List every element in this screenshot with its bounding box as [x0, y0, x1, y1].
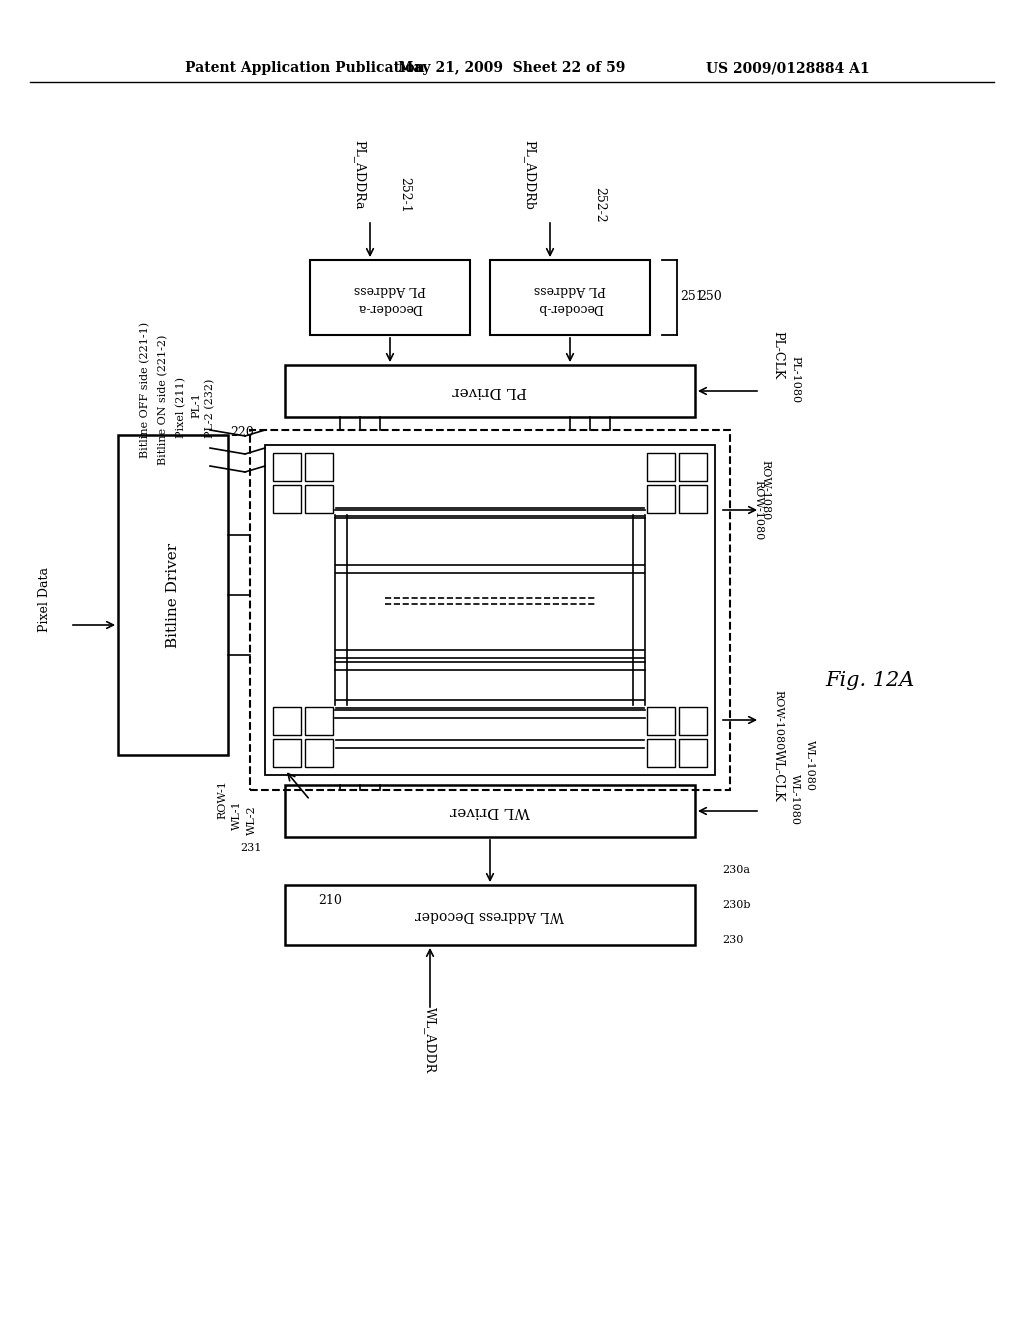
Text: Pixel Data: Pixel Data: [39, 568, 51, 632]
Bar: [305, 739, 333, 767]
Text: WL-1: WL-1: [232, 800, 242, 830]
Bar: [285, 884, 695, 945]
Bar: [250, 430, 730, 789]
Text: PL-1080: PL-1080: [790, 356, 800, 404]
Text: WL Driver: WL Driver: [450, 804, 530, 818]
Bar: [679, 708, 707, 735]
Bar: [647, 453, 675, 480]
Bar: [285, 785, 695, 837]
Bar: [285, 366, 695, 417]
Text: ROW-1080: ROW-1080: [753, 480, 763, 540]
Text: PL_ADDRb: PL_ADDRb: [523, 140, 537, 210]
Text: 230: 230: [722, 935, 743, 945]
Bar: [273, 484, 301, 513]
Text: 220: 220: [230, 425, 254, 438]
Text: Pixel (211): Pixel (211): [176, 378, 186, 438]
Bar: [490, 260, 650, 335]
Bar: [118, 436, 228, 755]
Bar: [679, 739, 707, 767]
Text: PL Address: PL Address: [534, 282, 606, 296]
Bar: [679, 484, 707, 513]
Bar: [679, 453, 707, 480]
Bar: [305, 484, 333, 513]
Text: Bitline OFF side (221-1): Bitline OFF side (221-1): [140, 322, 151, 458]
Text: PL_ADDRa: PL_ADDRa: [353, 140, 367, 210]
Text: Decoder-b: Decoder-b: [538, 301, 603, 314]
Text: ROW-1080: ROW-1080: [760, 459, 770, 520]
Bar: [273, 739, 301, 767]
Text: Bitline Driver: Bitline Driver: [166, 543, 180, 648]
Text: ROW-1080: ROW-1080: [773, 690, 783, 750]
Text: 210: 210: [318, 894, 342, 907]
Text: PL Address: PL Address: [354, 282, 426, 296]
Text: Fig. 12A: Fig. 12A: [825, 671, 914, 689]
Bar: [310, 260, 470, 335]
Text: 252-1: 252-1: [398, 177, 412, 213]
Bar: [647, 739, 675, 767]
Text: WL-1080: WL-1080: [790, 775, 800, 825]
Bar: [647, 484, 675, 513]
Text: WL-CLK: WL-CLK: [771, 748, 784, 801]
Text: Bitline ON side (221-2): Bitline ON side (221-2): [158, 335, 168, 465]
Bar: [273, 453, 301, 480]
Text: PL Driver: PL Driver: [453, 384, 527, 399]
Text: 252-2: 252-2: [594, 187, 606, 223]
Bar: [305, 453, 333, 480]
Bar: [273, 708, 301, 735]
Text: Decoder-a: Decoder-a: [357, 301, 423, 314]
Text: PL-2 (232): PL-2 (232): [205, 379, 215, 438]
Text: 250: 250: [698, 290, 722, 304]
Text: 230a: 230a: [722, 865, 750, 875]
Text: 251: 251: [680, 290, 703, 304]
Text: PL-CLK: PL-CLK: [771, 331, 784, 379]
Text: WL_ADDR: WL_ADDR: [424, 1007, 436, 1073]
Text: May 21, 2009  Sheet 22 of 59: May 21, 2009 Sheet 22 of 59: [398, 61, 626, 75]
Text: ROW-1: ROW-1: [217, 780, 227, 820]
Text: WL Address Decoder: WL Address Decoder: [416, 908, 564, 921]
Text: 231: 231: [240, 843, 261, 853]
Text: PL-1: PL-1: [191, 392, 201, 418]
Bar: [305, 708, 333, 735]
Text: WL-1080: WL-1080: [805, 739, 815, 791]
Text: WL-2: WL-2: [247, 805, 257, 834]
Text: Patent Application Publication: Patent Application Publication: [185, 61, 425, 75]
Bar: [647, 708, 675, 735]
Text: US 2009/0128884 A1: US 2009/0128884 A1: [707, 61, 870, 75]
Bar: [265, 445, 715, 775]
Text: 230b: 230b: [722, 900, 751, 909]
